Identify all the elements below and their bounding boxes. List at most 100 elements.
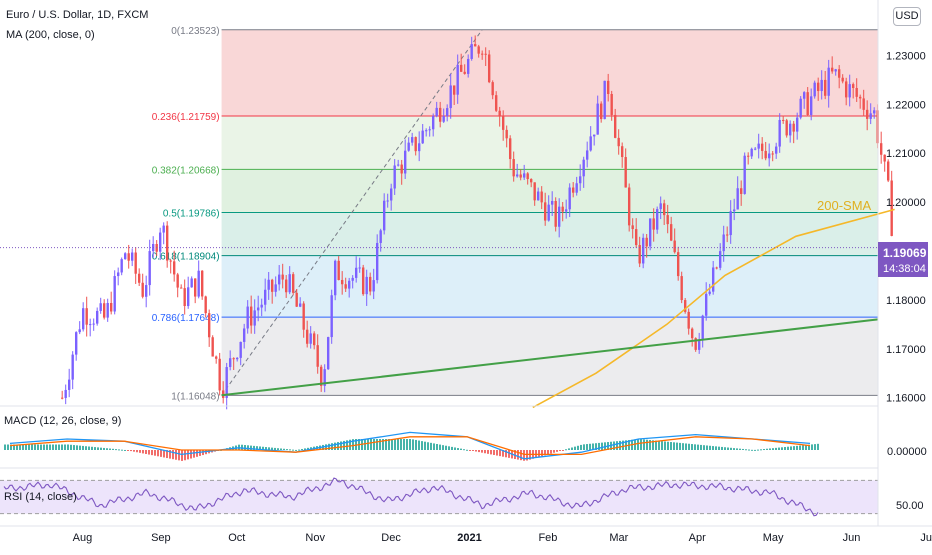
macd-histogram-bar bbox=[700, 444, 702, 450]
candle-body bbox=[792, 123, 795, 132]
candle-body bbox=[519, 174, 522, 178]
candle-body bbox=[641, 237, 645, 264]
candle-body bbox=[610, 94, 613, 115]
macd-histogram-bar bbox=[346, 440, 348, 450]
macd-histogram-bar bbox=[415, 439, 417, 450]
macd-histogram-bar bbox=[517, 450, 519, 460]
candle-body bbox=[701, 315, 704, 341]
candle-body bbox=[715, 267, 718, 269]
x-tick-label: Aug bbox=[73, 532, 93, 544]
y-tick-label: 1.23000 bbox=[886, 50, 926, 62]
macd-histogram-bar bbox=[451, 446, 453, 450]
macd-histogram-bar bbox=[373, 439, 375, 450]
macd-histogram-bar bbox=[85, 446, 87, 450]
currency-button[interactable]: USD bbox=[893, 7, 921, 26]
macd-histogram-bar bbox=[58, 444, 60, 450]
macd-histogram-bar bbox=[502, 450, 504, 457]
candle-body bbox=[330, 295, 333, 338]
macd-histogram-bar bbox=[370, 439, 372, 450]
candle-body bbox=[750, 148, 753, 157]
macd-histogram-bar bbox=[325, 444, 327, 450]
macd-histogram-bar bbox=[19, 444, 21, 450]
candle-body bbox=[365, 276, 368, 295]
fib-label: 0.236(1.21759) bbox=[152, 112, 220, 123]
macd-histogram-bar bbox=[256, 446, 258, 450]
macd-histogram-bar bbox=[685, 443, 687, 450]
candle-body bbox=[543, 202, 547, 221]
macd-histogram-bar bbox=[745, 449, 747, 451]
candle-body bbox=[263, 289, 267, 305]
candle-body bbox=[683, 300, 687, 312]
macd-histogram-bar bbox=[145, 450, 147, 454]
macd-histogram-bar bbox=[388, 439, 390, 450]
x-tick-label: Jul bbox=[920, 532, 932, 544]
macd-histogram-bar bbox=[376, 439, 378, 450]
macd-histogram-bar bbox=[142, 450, 144, 454]
macd-histogram-bar bbox=[151, 450, 153, 456]
macd-histogram-bar bbox=[136, 450, 138, 453]
macd-histogram-bar bbox=[781, 447, 783, 450]
sma-annotation: 200-SMA bbox=[817, 198, 872, 213]
candle-body bbox=[865, 109, 869, 119]
candle-body bbox=[564, 209, 568, 212]
x-tick-label: Mar bbox=[609, 532, 628, 544]
macd-histogram-bar bbox=[652, 440, 654, 450]
candle-body bbox=[92, 323, 95, 325]
macd-histogram-bar bbox=[478, 450, 480, 453]
candle-body bbox=[631, 225, 634, 230]
candle-body bbox=[872, 110, 876, 114]
macd-histogram-bar bbox=[175, 450, 177, 460]
macd-histogram-bar bbox=[643, 439, 645, 450]
macd-histogram-bar bbox=[343, 440, 345, 450]
macd-histogram-bar bbox=[250, 445, 252, 450]
candle-body bbox=[256, 307, 260, 311]
y-tick-label: 1.20000 bbox=[886, 197, 926, 209]
y-tick-label: 1.21000 bbox=[886, 148, 926, 160]
candle-body bbox=[480, 53, 484, 55]
macd-histogram-bar bbox=[244, 445, 246, 450]
macd-histogram-bar bbox=[718, 446, 720, 450]
candle-body bbox=[820, 79, 823, 92]
macd-histogram-bar bbox=[259, 446, 261, 450]
macd-histogram-bar bbox=[586, 444, 588, 450]
candle-body bbox=[316, 345, 319, 367]
macd-histogram-bar bbox=[445, 445, 447, 450]
candle-body bbox=[540, 191, 543, 203]
candle-body bbox=[533, 182, 536, 201]
candle-body bbox=[599, 103, 603, 120]
candle-body bbox=[666, 215, 669, 225]
candle-body bbox=[851, 84, 855, 88]
candle-body bbox=[277, 274, 281, 285]
rsi-label[interactable]: RSI (14, close) bbox=[4, 491, 77, 503]
candle-body bbox=[568, 187, 571, 210]
candle-body bbox=[529, 179, 533, 183]
last-price-value: 1.19069 bbox=[883, 246, 927, 260]
macd-histogram-bar bbox=[76, 445, 78, 450]
y-tick-label: 1.17000 bbox=[886, 344, 926, 356]
candle-body bbox=[106, 302, 109, 318]
candle-body bbox=[785, 120, 788, 136]
macd-label[interactable]: MACD (12, 26, close, 9) bbox=[4, 415, 121, 427]
ma-indicator-label[interactable]: MA (200, close, 0) bbox=[6, 29, 95, 41]
macd-histogram-bar bbox=[523, 450, 525, 461]
candle-body bbox=[337, 260, 340, 280]
candle-body bbox=[617, 137, 620, 147]
fib-label: 1(1.16048) bbox=[171, 391, 219, 402]
macd-histogram-bar bbox=[154, 450, 156, 456]
candle-body bbox=[659, 203, 662, 210]
candle-body bbox=[249, 306, 253, 326]
candle-body bbox=[379, 230, 382, 243]
macd-histogram-bar bbox=[589, 443, 591, 450]
macd-histogram-bar bbox=[817, 443, 819, 450]
y-tick-label: 1.18000 bbox=[886, 295, 926, 307]
macd-histogram-bar bbox=[472, 450, 474, 451]
candle-body bbox=[109, 302, 113, 312]
candle-body bbox=[848, 84, 851, 98]
macd-histogram-bar bbox=[292, 449, 294, 451]
macd-histogram-bar bbox=[727, 447, 729, 450]
macd-histogram-bar bbox=[295, 449, 297, 451]
candle-body bbox=[141, 282, 144, 297]
